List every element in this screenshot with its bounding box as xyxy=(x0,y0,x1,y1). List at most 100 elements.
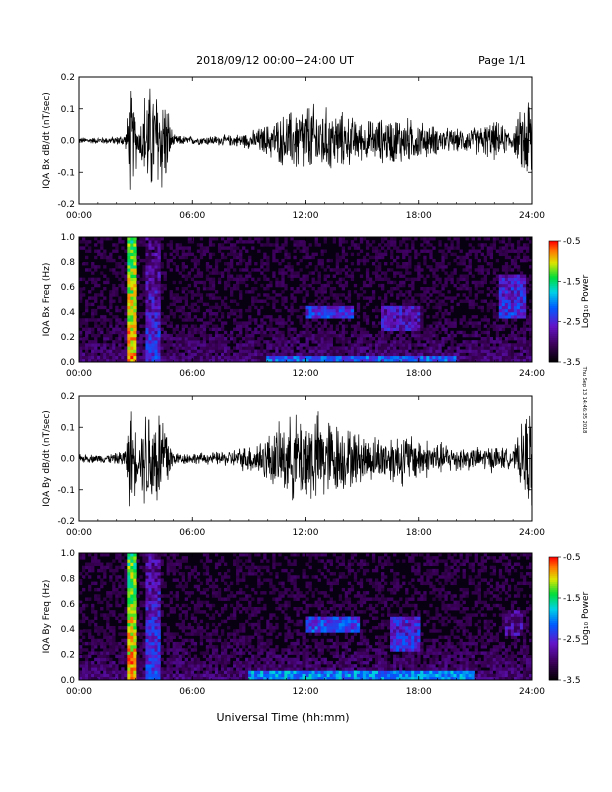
heatmap-cell xyxy=(441,293,445,297)
heatmap-cell xyxy=(151,597,155,601)
heatmap-cell xyxy=(127,664,131,668)
heatmap-cell xyxy=(477,355,481,360)
heatmap-cell xyxy=(118,660,122,665)
heatmap-cell xyxy=(278,333,282,338)
heatmap-cell xyxy=(193,667,198,671)
heatmap-cell xyxy=(151,293,155,297)
heatmap-cell xyxy=(211,312,216,316)
heatmap-cell xyxy=(139,591,143,595)
heatmap-cell xyxy=(151,318,155,322)
heatmap-cell xyxy=(208,584,213,589)
heatmap-cell xyxy=(528,349,533,353)
heatmap-cell xyxy=(368,346,373,350)
heatmap-cell xyxy=(447,346,451,350)
heatmap-cell xyxy=(136,243,140,247)
heatmap-cell xyxy=(148,358,152,363)
heatmap-cell xyxy=(254,352,258,357)
heatmap-cell xyxy=(338,237,343,241)
heatmap-cell xyxy=(133,651,137,655)
heatmap-cell xyxy=(275,355,279,360)
heatmap-cell xyxy=(187,249,192,253)
heatmap-cell xyxy=(269,283,273,288)
heatmap-cell xyxy=(145,559,149,563)
heatmap-cell xyxy=(242,352,246,357)
heatmap-cell xyxy=(223,581,228,586)
heatmap-cell xyxy=(112,581,116,586)
heatmap-cell xyxy=(278,293,282,297)
heatmap-cell xyxy=(85,240,89,244)
heatmap-cell xyxy=(462,349,466,353)
heatmap-cell xyxy=(157,616,161,620)
heatmap-cell xyxy=(205,603,210,608)
heatmap-cell xyxy=(187,358,192,363)
heatmap-cell xyxy=(148,578,152,582)
heatmap-cell xyxy=(145,670,149,674)
heatmap-cell xyxy=(130,246,134,250)
heatmap-cell xyxy=(181,352,185,357)
heatmap-cell xyxy=(377,330,382,335)
heatmap-cell xyxy=(272,305,276,310)
heatmap-cell xyxy=(450,305,454,310)
heatmap-cell xyxy=(154,648,158,652)
heatmap-cell xyxy=(226,660,231,665)
heatmap-cell xyxy=(314,243,318,247)
heatmap-cell xyxy=(513,274,518,278)
heatmap-cell xyxy=(136,676,140,681)
heatmap-cell xyxy=(226,654,231,659)
heatmap-cell xyxy=(293,358,297,363)
heatmap-cell xyxy=(432,280,436,285)
heatmap-cell xyxy=(459,283,463,288)
heatmap-cell xyxy=(341,305,346,310)
heatmap-cell xyxy=(223,340,228,344)
heatmap-cell xyxy=(208,352,213,357)
heatmap-cell xyxy=(396,308,400,313)
heatmap-cell xyxy=(163,660,167,665)
heatmap-cell xyxy=(399,271,403,275)
heatmap-cell xyxy=(393,280,397,285)
heatmap-cell xyxy=(142,565,146,570)
heatmap-cell xyxy=(510,315,515,319)
heatmap-cell xyxy=(260,349,264,353)
heatmap-cell xyxy=(88,660,92,665)
heatmap-cell xyxy=(317,271,321,275)
heatmap-cell xyxy=(97,676,101,681)
heatmap-cell xyxy=(157,255,161,260)
heatmap-cell xyxy=(390,252,394,257)
heatmap-cell xyxy=(199,237,204,241)
heatmap-cell xyxy=(311,280,315,285)
heatmap-cell xyxy=(341,252,346,257)
heatmap-cell xyxy=(248,255,252,260)
heatmap-cell xyxy=(260,327,264,332)
heatmap-cell xyxy=(82,670,86,674)
heatmap-cell xyxy=(272,249,276,253)
heatmap-cell xyxy=(507,358,512,363)
heatmap-cell xyxy=(169,648,173,652)
heatmap-cell xyxy=(495,327,500,332)
heatmap-cell xyxy=(139,651,143,655)
heatmap-cell xyxy=(199,358,204,363)
heatmap-cell xyxy=(384,308,388,313)
heatmap-cell xyxy=(504,246,509,250)
heatmap-cell xyxy=(220,559,225,563)
heatmap-cell xyxy=(507,352,512,357)
heatmap-cell xyxy=(230,299,234,303)
heatmap-cell xyxy=(103,318,107,322)
heatmap-cell xyxy=(251,296,255,300)
heatmap-cell xyxy=(305,327,309,332)
heatmap-cell xyxy=(492,352,497,357)
heatmap-cell xyxy=(178,654,182,659)
heatmap-cell xyxy=(341,315,346,319)
heatmap-cell xyxy=(190,638,195,643)
heatmap-cell xyxy=(504,252,509,257)
heatmap-cell xyxy=(91,648,95,652)
heatmap-cell xyxy=(477,327,481,332)
heatmap-cell xyxy=(145,358,149,363)
heatmap-cell xyxy=(196,293,201,297)
heatmap-cell xyxy=(214,664,219,668)
heatmap-cell xyxy=(109,252,113,257)
heatmap-cell xyxy=(350,333,355,338)
heatmap-cell xyxy=(405,352,409,357)
heatmap-cell xyxy=(100,240,104,244)
heatmap-cell xyxy=(118,673,122,678)
heatmap-cell xyxy=(157,578,161,582)
